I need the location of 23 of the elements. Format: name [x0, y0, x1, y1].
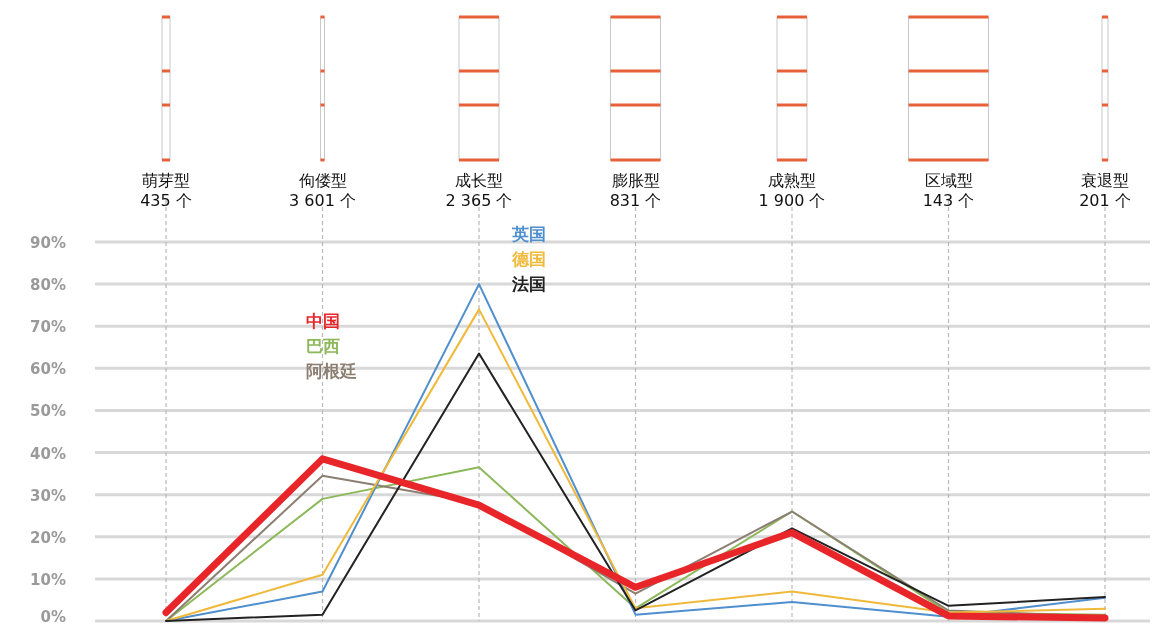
- y-tick-label: 50%: [30, 402, 66, 421]
- y-tick-label: 80%: [30, 276, 66, 295]
- text: 中国: [306, 311, 340, 331]
- y-tick-label: 0%: [40, 608, 66, 626]
- text: 巴西: [306, 336, 340, 356]
- text: 阿根廷: [306, 361, 357, 381]
- x-tick-label: 成熟型 1 900 个: [758, 171, 826, 210]
- x-tick-label: 区域型 143 个: [922, 171, 975, 210]
- x-tick-label: 成长型 2 365 个: [445, 171, 513, 210]
- y-tick-label: 40%: [30, 444, 66, 463]
- x-tick-label: 衰退型 201 个: [1079, 171, 1131, 210]
- x-tick-label: 膨胀型 831 个: [609, 171, 662, 210]
- y-tick-label: 90%: [30, 234, 66, 252]
- y-tick-label: 20%: [30, 528, 66, 547]
- x-tick-label: 萌芽型 435 个: [140, 171, 192, 210]
- x-tick-label: 佝偻型 3 601 个: [289, 171, 356, 210]
- y-tick-label: 30%: [30, 486, 66, 505]
- y-tick-label: 70%: [30, 318, 66, 337]
- text: 法国: [511, 274, 546, 294]
- y-tick-label: 10%: [30, 570, 66, 589]
- y-tick-label: 60%: [30, 360, 66, 379]
- text: 英国: [511, 224, 546, 244]
- text: 德国: [511, 249, 546, 269]
